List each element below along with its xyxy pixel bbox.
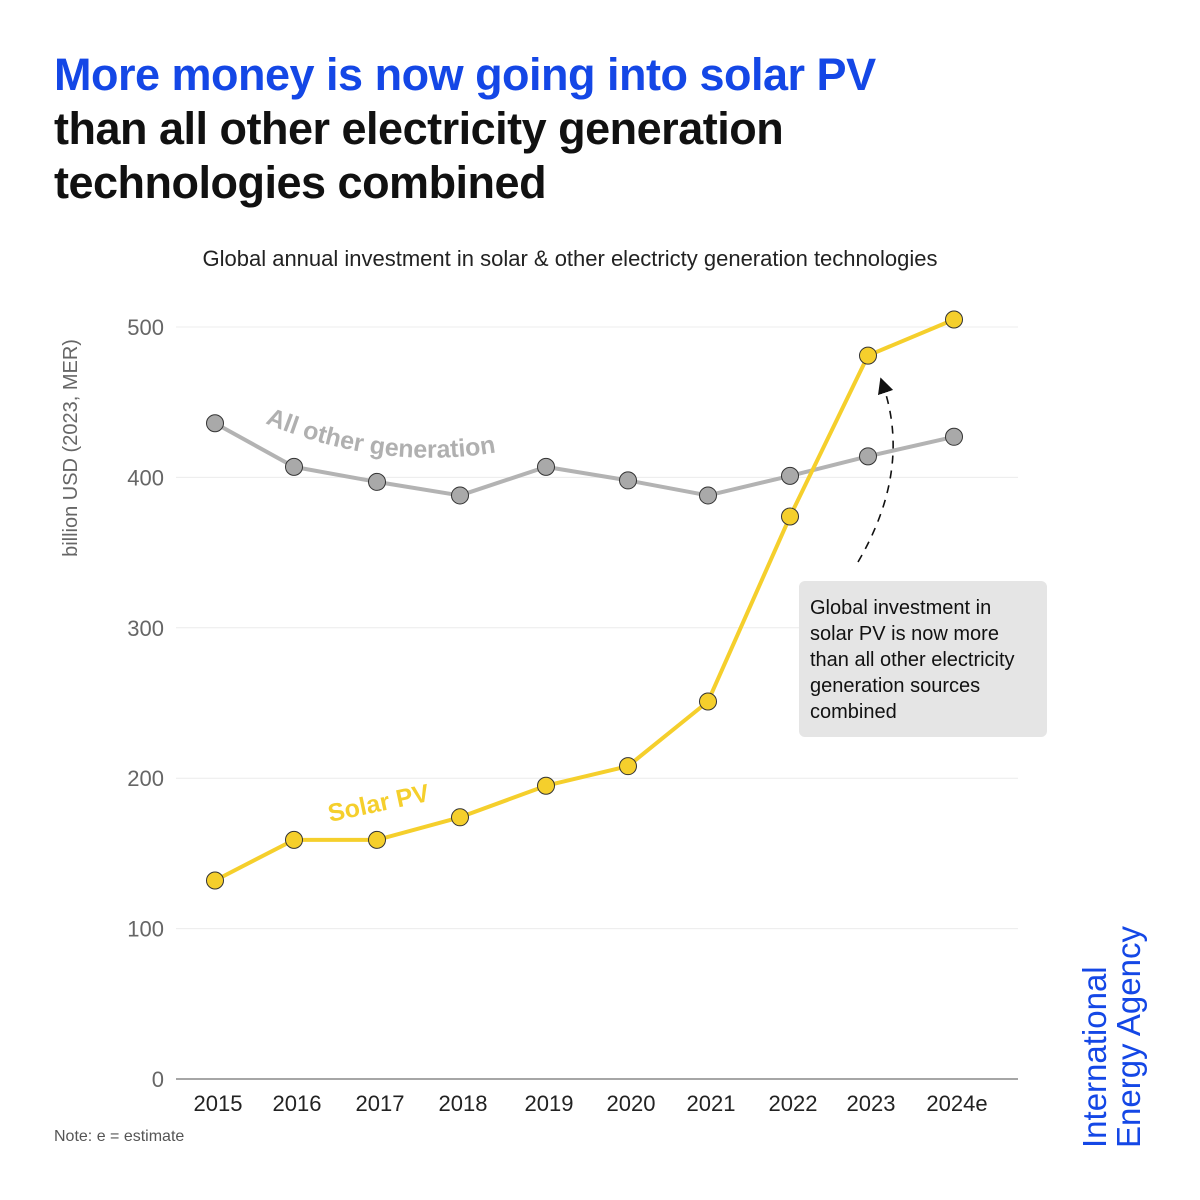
annotation-arrow xyxy=(857,377,894,563)
y-tick-label: 400 xyxy=(127,465,164,490)
x-tick-label: 2021 xyxy=(687,1091,736,1116)
data-point-other xyxy=(945,427,963,446)
x-tick-label: 2016 xyxy=(273,1091,322,1116)
chart-subtitle: Global annual investment in solar & othe… xyxy=(202,246,938,271)
annotation-callout: Global investment in solar PV is now mor… xyxy=(799,581,1047,737)
series-line-solar xyxy=(214,317,955,883)
data-point-solar xyxy=(619,757,637,776)
headline-line-2: than all other electricity generation xyxy=(54,103,784,154)
data-point-solar xyxy=(206,871,224,890)
data-point-solar xyxy=(945,310,963,329)
x-tick-label: 2017 xyxy=(356,1091,405,1116)
logo-line-1: International xyxy=(1076,966,1113,1148)
data-point-solar xyxy=(781,507,799,526)
x-tick-label: 2022 xyxy=(769,1091,818,1116)
x-tick-label: 2024e xyxy=(926,1091,987,1116)
data-point-other xyxy=(859,447,877,466)
data-point-other xyxy=(285,457,303,476)
headline-line-3: technologies combined xyxy=(54,157,547,208)
y-tick-label: 300 xyxy=(127,616,164,641)
x-tick-label: 2019 xyxy=(525,1091,574,1116)
data-point-solar xyxy=(699,692,717,711)
y-tick-label: 100 xyxy=(127,917,164,942)
data-point-solar xyxy=(537,776,555,795)
data-point-other xyxy=(699,486,717,505)
x-tick-label: 2020 xyxy=(607,1091,656,1116)
y-tick-label: 200 xyxy=(127,766,164,791)
data-point-solar xyxy=(368,830,386,849)
data-point-other xyxy=(781,466,799,485)
data-point-solar xyxy=(285,830,303,849)
logo-line-2: Energy Agency xyxy=(1110,926,1147,1148)
x-tick-label: 2018 xyxy=(439,1091,488,1116)
data-point-solar xyxy=(451,808,469,827)
series-label-solar: Solar PV xyxy=(325,779,432,828)
x-tick-label: 2015 xyxy=(194,1091,243,1116)
y-tick-label: 0 xyxy=(152,1067,164,1092)
series-label-other-text: All other generation xyxy=(263,403,497,464)
iea-logo: International Energy Agency xyxy=(1076,926,1147,1148)
data-point-other xyxy=(206,414,224,433)
y-tick-label: 500 xyxy=(127,315,164,340)
x-tick-label: 2023 xyxy=(847,1091,896,1116)
data-point-other xyxy=(451,486,469,505)
headline: More money is now going into solar PV th… xyxy=(54,48,876,210)
y-axis-label: billion USD (2023, MER) xyxy=(60,339,82,557)
data-point-solar xyxy=(859,346,877,365)
data-point-other xyxy=(368,472,386,491)
series-label-other: All other generation xyxy=(263,403,497,464)
headline-highlight: More money is now going into solar PV xyxy=(54,49,876,100)
series-line-other xyxy=(214,421,955,498)
data-point-other xyxy=(537,457,555,476)
footnote: Note: e = estimate xyxy=(54,1128,185,1145)
data-point-other xyxy=(619,471,637,490)
